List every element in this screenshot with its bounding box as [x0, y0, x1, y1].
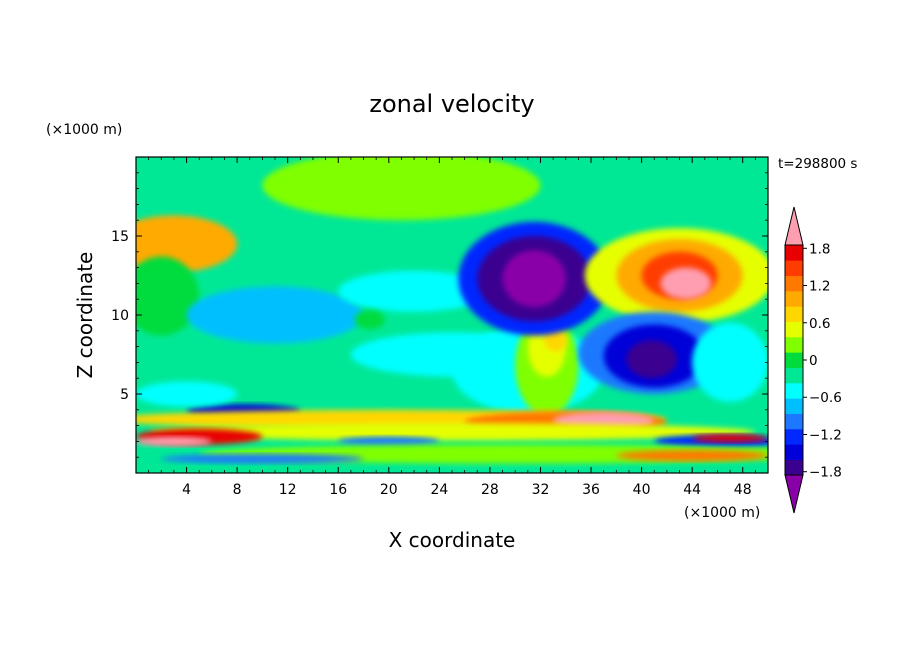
- x-tick-label: 40: [633, 482, 651, 498]
- colorbar-label: −1.8: [809, 465, 842, 481]
- x-tick-label: 12: [279, 482, 297, 498]
- y-unit-label: (×1000 m): [46, 122, 122, 138]
- y-tick-label: 5: [120, 387, 129, 403]
- x-tick-label: 8: [233, 482, 242, 498]
- colorbar-segment-14: [785, 260, 803, 276]
- colorbar: 1.8 1.2 0.6 0 −0.6 −1.2 −1.8: [784, 206, 842, 514]
- x-axis: 4 8 12 16 20 24 28 32 36 40 44 48: [148, 157, 756, 498]
- x-tick-label: 20: [380, 482, 398, 498]
- y-tick-label: 10: [111, 308, 129, 324]
- colorbar-segment-1: [785, 459, 803, 476]
- field-feature-31: [136, 436, 212, 447]
- x-axis-label: X coordinate: [389, 528, 516, 552]
- colorbar-label: 0: [809, 353, 818, 369]
- field-feature-6: [338, 270, 490, 312]
- chart-title: zonal velocity: [369, 90, 534, 118]
- x-tick-label: 4: [182, 482, 191, 498]
- time-label: t=298800 s: [778, 156, 857, 172]
- x-tick-label: 48: [734, 482, 752, 498]
- colorbar-segment-10: [785, 321, 803, 338]
- x-tick-label: 16: [329, 482, 347, 498]
- colorbar-segment-8: [785, 352, 803, 368]
- x-tick-label: 36: [582, 482, 600, 498]
- colorbar-min-arrow: [784, 474, 804, 514]
- field-feature-7: [354, 310, 386, 330]
- field-feature-22: [626, 340, 677, 379]
- colorbar-segment-13: [785, 275, 803, 292]
- field-feature-37: [692, 434, 768, 443]
- colorbar-label: 0.6: [809, 316, 830, 332]
- field-feature-23: [692, 322, 768, 402]
- colorbar-segment-15: [785, 245, 803, 261]
- field-feature-3: [136, 224, 181, 254]
- colorbar-segment-6: [785, 383, 803, 399]
- colorbar-label: 1.8: [809, 241, 830, 257]
- x-tick-label: 28: [481, 482, 499, 498]
- colorbar-segment-7: [785, 367, 803, 384]
- velocity-field: [136, 157, 768, 473]
- field-feature-25: [136, 381, 238, 407]
- x-unit-label: (×1000 m): [684, 505, 760, 521]
- x-tick-label: 44: [683, 482, 701, 498]
- y-axis-label: Z coordinate: [73, 252, 97, 379]
- colorbar-segment-3: [785, 429, 803, 445]
- colorbar-segment-11: [785, 306, 803, 322]
- field-feature-5: [186, 286, 364, 344]
- colorbar-segment-2: [785, 444, 803, 460]
- field-feature-35: [161, 454, 364, 464]
- colorbar-max-arrow: [784, 206, 804, 246]
- field-feature-15: [502, 250, 566, 308]
- colorbar-segment-5: [785, 398, 803, 414]
- colorbar-segment-4: [785, 413, 803, 430]
- colorbar-label: −0.6: [809, 390, 842, 406]
- field-feature-1: [262, 157, 541, 221]
- x-tick-label: 24: [430, 482, 448, 498]
- field-feature-36: [616, 450, 768, 462]
- field-feature-19: [660, 267, 712, 300]
- field-feature-4: [136, 256, 200, 336]
- colorbar-segment-12: [785, 291, 803, 307]
- x-tick-label: 32: [532, 482, 550, 498]
- colorbar-label: 1.2: [809, 279, 830, 295]
- y-tick-label: 15: [111, 229, 129, 245]
- field-feature-12: [544, 329, 568, 352]
- colorbar-label: −1.2: [809, 427, 842, 443]
- y-axis: 5 10 15: [111, 172, 768, 458]
- field-feature-32: [338, 436, 440, 447]
- colorbar-segment-9: [785, 337, 803, 353]
- field-feature-29: [148, 423, 756, 441]
